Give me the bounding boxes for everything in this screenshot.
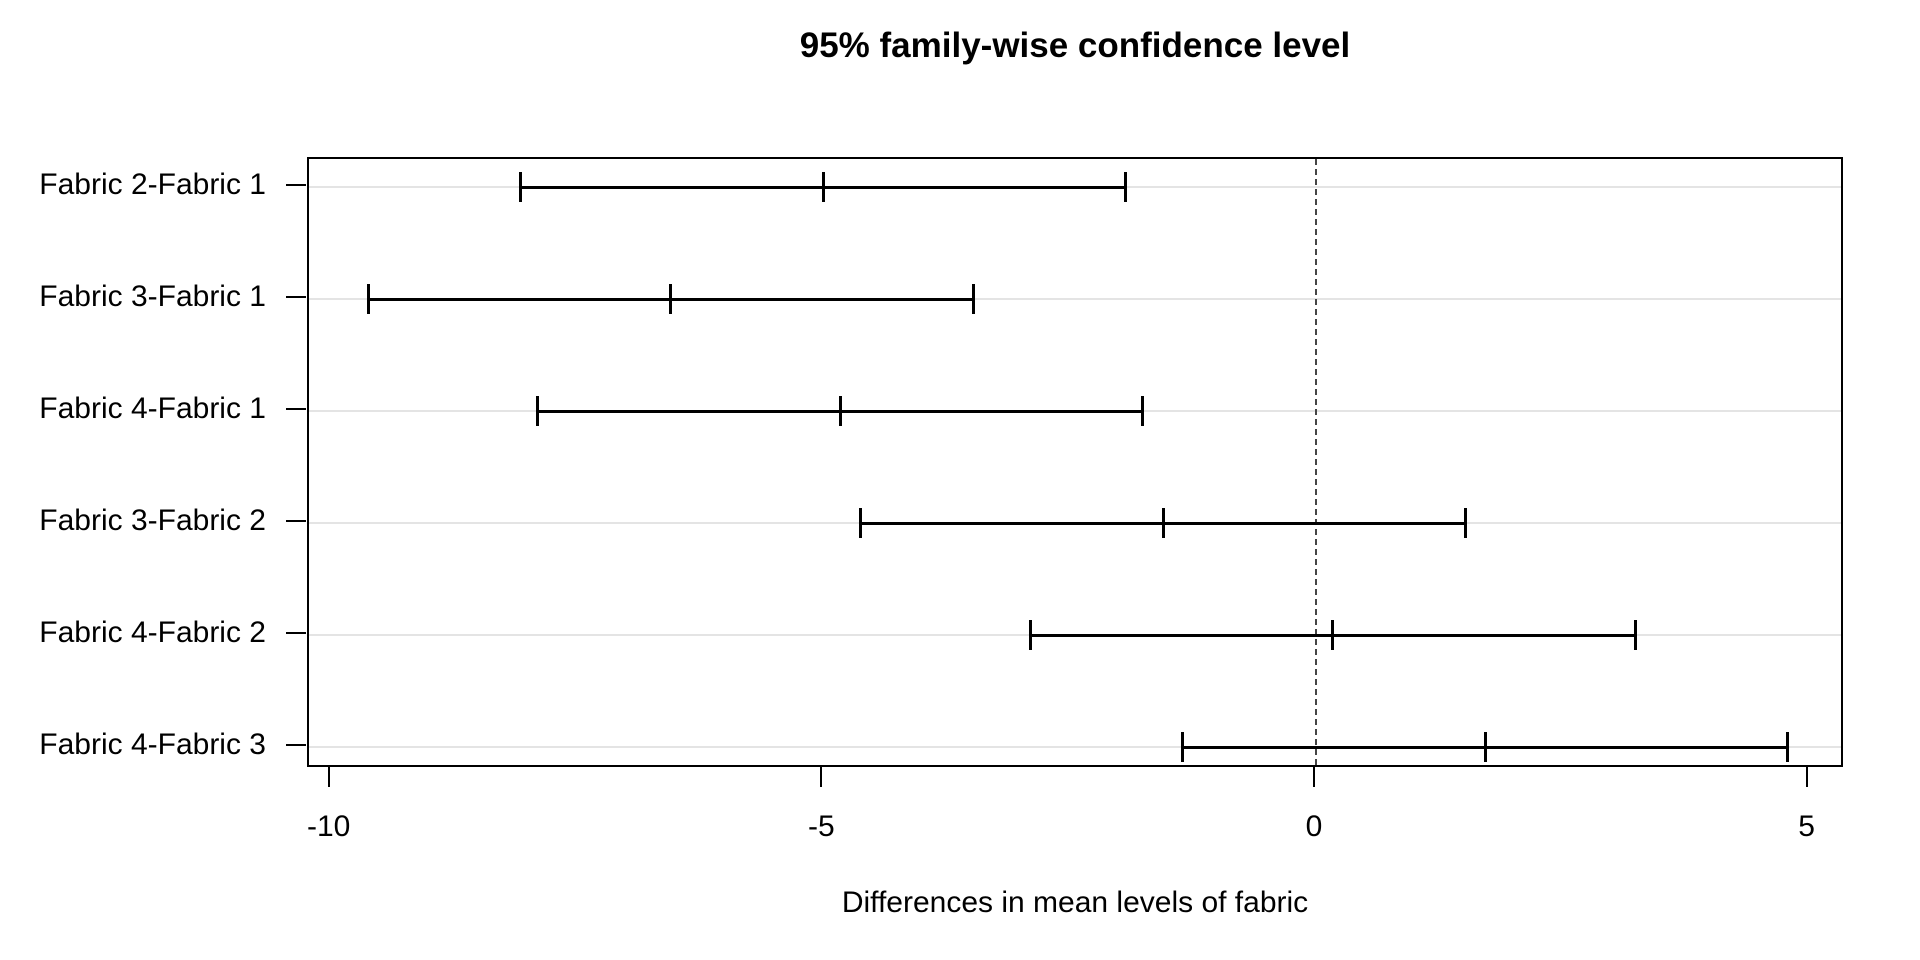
ci-upper-cap — [1633, 620, 1637, 650]
ci-lower-cap — [859, 508, 863, 538]
ci-center-tick — [1161, 508, 1165, 538]
zero-reference-line — [1314, 159, 1317, 765]
y-axis-tick — [286, 744, 306, 746]
ci-upper-cap — [1464, 508, 1468, 538]
ci-center-tick — [821, 172, 825, 202]
x-tick-label: 5 — [1798, 810, 1815, 843]
ci-lower-cap — [1028, 620, 1032, 650]
x-axis-tick — [820, 767, 823, 787]
plot-inner — [309, 159, 1841, 765]
ci-center-tick — [669, 284, 673, 314]
row-label: Fabric 2-Fabric 1 — [39, 168, 266, 201]
chart-title: 95% family-wise confidence level — [799, 26, 1351, 65]
x-tick-label: -5 — [807, 810, 835, 843]
ci-lower-cap — [536, 396, 540, 426]
plot-area — [307, 157, 1843, 767]
ci-lower-cap — [1181, 732, 1185, 762]
y-axis-tick — [286, 520, 306, 522]
ci-center-tick — [838, 396, 842, 426]
ci-upper-cap — [1786, 732, 1790, 762]
x-axis-tick — [1805, 767, 1808, 787]
x-axis-tick — [1312, 767, 1315, 787]
x-axis-label: Differences in mean levels of fabric — [841, 886, 1309, 919]
row-gridline — [309, 298, 1841, 300]
y-axis-tick — [286, 184, 306, 186]
ci-upper-cap — [971, 284, 975, 314]
row-label: Fabric 4-Fabric 2 — [39, 616, 266, 649]
ci-upper-cap — [1141, 396, 1145, 426]
y-axis-tick — [286, 296, 306, 298]
row-label: Fabric 3-Fabric 1 — [39, 280, 266, 313]
row-label: Fabric 4-Fabric 1 — [39, 392, 266, 425]
ci-lower-cap — [366, 284, 370, 314]
row-label: Fabric 3-Fabric 2 — [39, 504, 266, 537]
ci-lower-cap — [519, 172, 523, 202]
ci-upper-cap — [1124, 172, 1128, 202]
x-tick-label: 0 — [1305, 810, 1323, 843]
row-gridline — [309, 746, 1841, 748]
x-axis-tick — [327, 767, 330, 787]
row-label: Fabric 4-Fabric 3 — [39, 728, 266, 761]
y-axis-tick — [286, 408, 306, 410]
x-tick-label: -10 — [306, 810, 351, 843]
y-axis-tick — [286, 632, 306, 634]
ci-center-tick — [1483, 732, 1487, 762]
ci-center-tick — [1331, 620, 1335, 650]
